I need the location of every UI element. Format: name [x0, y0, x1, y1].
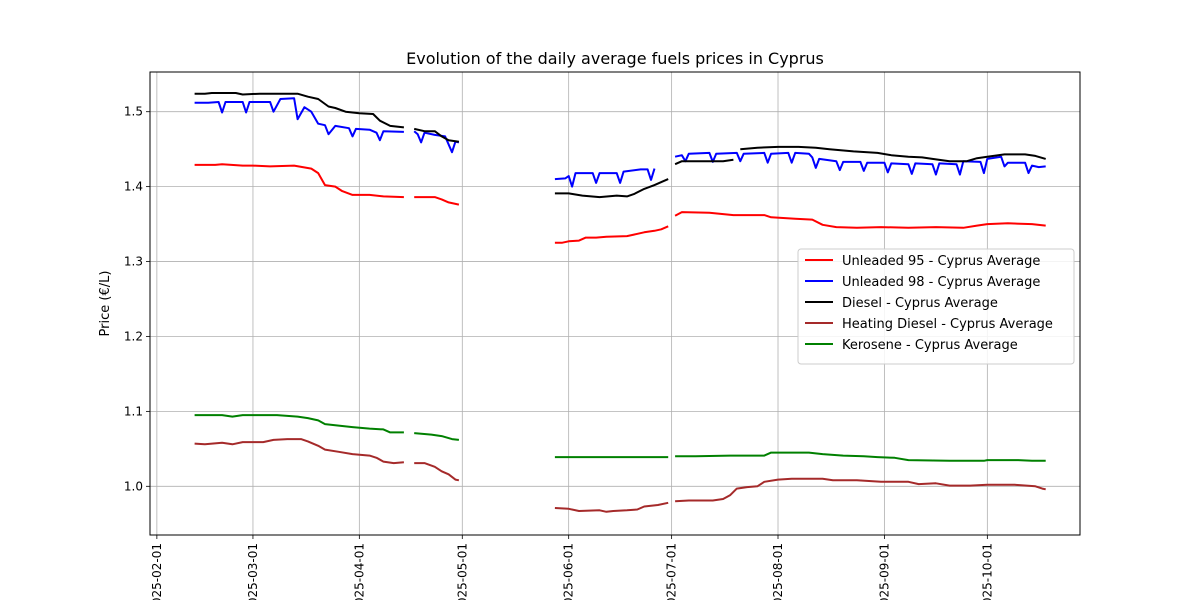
axis-ticks: 1.0 1.1 1.2 1.3 1.4 1.5 2025-02-01 2025-03-01 20… — [124, 105, 994, 600]
series-2-group — [194, 97, 1046, 188]
series-4-line — [194, 438, 404, 465]
x-tick-label: 2025-07-01 — [665, 543, 679, 600]
series-1-group — [194, 163, 1046, 244]
legend-label: Heating Diesel - Cyprus Average — [842, 317, 1053, 332]
series-3-group — [194, 92, 1046, 199]
series-3-line — [554, 178, 669, 199]
legend: Unleaded 95 - Cyprus Average Unleaded 98 … — [797, 248, 1075, 365]
x-tick-label: 2025-08-01 — [771, 543, 785, 600]
series-2-line — [674, 151, 1046, 176]
y-tick-label: 1.3 — [124, 255, 143, 269]
series-5-line — [194, 414, 404, 434]
y-tick-label: 1.0 — [124, 479, 143, 493]
x-tick-label: 2025-03-01 — [246, 543, 260, 600]
legend-label: Unleaded 98 - Cyprus Average — [842, 275, 1040, 290]
series-1-line — [554, 225, 669, 244]
series-4-group — [194, 438, 1046, 513]
legend-label: Diesel - Cyprus Average — [842, 296, 998, 311]
series-lines — [194, 92, 1046, 513]
x-tick-label: 2025-05-01 — [455, 543, 469, 600]
y-axis-title: Price (€/L) — [98, 271, 113, 337]
y-tick-label: 1.5 — [124, 105, 143, 119]
y-tick-label: 1.4 — [124, 180, 143, 194]
chart-title: Evolution of the daily average fuels pri… — [406, 49, 824, 68]
plot-frame — [149, 71, 1081, 536]
series-5-line — [414, 432, 460, 441]
series-5-line — [675, 451, 1046, 462]
series-4-line — [554, 501, 669, 513]
series-4-line — [675, 477, 1046, 503]
series-3-line — [194, 92, 405, 129]
x-tick-label: 2025-02-01 — [150, 543, 164, 600]
x-tick-label: 2025-04-01 — [352, 543, 366, 600]
series-4-line — [414, 462, 460, 482]
x-tick-label: 2025-06-01 — [562, 543, 576, 600]
x-tick-label: 2025-10-01 — [980, 543, 994, 600]
y-tick-label: 1.2 — [124, 329, 143, 343]
series-1-line — [674, 211, 1046, 229]
series-3-line — [740, 145, 1046, 163]
series-3-line — [674, 158, 734, 166]
x-tick-label: 2025-09-01 — [877, 543, 891, 600]
y-tick-label: 1.1 — [124, 404, 143, 418]
legend-label: Unleaded 95 - Cyprus Average — [842, 254, 1040, 269]
series-2-line — [194, 97, 404, 142]
legend-label: Kerosene - Cyprus Average — [842, 338, 1018, 353]
legend-box — [797, 248, 1075, 365]
series-5-group — [194, 414, 1046, 462]
series-1-line — [194, 163, 404, 199]
series-2-line — [554, 168, 656, 188]
series-2-line — [413, 130, 460, 154]
series-3-line — [413, 127, 460, 143]
series-1-line — [414, 196, 460, 206]
